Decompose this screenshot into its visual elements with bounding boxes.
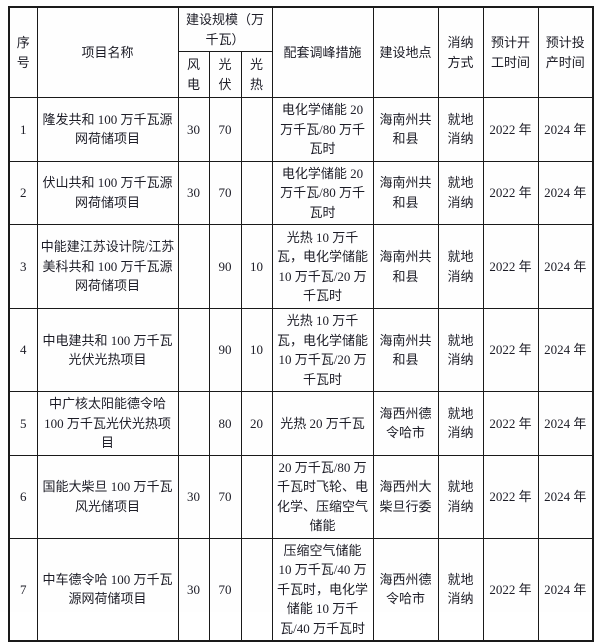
cell-pv-capacity: 80 <box>208 391 242 456</box>
col-header-consumption: 消纳方式 <box>437 6 484 98</box>
cell-index: 7 <box>8 537 38 642</box>
cell-pv-capacity: 70 <box>208 160 242 225</box>
cell-pv-capacity: 70 <box>208 537 242 642</box>
header-row-top: 序号 项目名称 建设规模（万千瓦） 配套调峰措施 建设地点 消纳方式 预计开工时… <box>8 6 594 98</box>
cell-csp-capacity <box>240 97 273 162</box>
cell-project-name: 中能建江苏设计院/江苏美科共和 100 万千瓦源网荷储项目 <box>36 224 179 309</box>
cell-measures: 20 万千瓦/80 万千瓦时飞轮、电化学、压缩空气储能 <box>271 454 374 539</box>
cell-project-name: 伏山共和 100 万千瓦源网荷储项目 <box>36 160 179 225</box>
cell-index: 4 <box>8 308 38 392</box>
cell-location: 海南州共和县 <box>372 308 439 392</box>
cell-pv-capacity: 70 <box>208 454 242 539</box>
table-row: 1 隆发共和 100 万千瓦源网荷储项目 30 70 电化学储能 20 万千瓦/… <box>8 97 594 162</box>
cell-measures: 光热 10 万千瓦，电化学储能 10 万千瓦/20 万千瓦时 <box>271 224 374 309</box>
cell-start-time: 2022 年 <box>482 308 539 392</box>
cell-csp-capacity: 20 <box>240 391 273 456</box>
cell-production-time: 2024 年 <box>537 97 594 162</box>
cell-measures: 光热 20 万千瓦 <box>271 391 374 456</box>
cell-measures: 压缩空气储能 10 万千瓦/40 万千瓦时，电化学储能 10 万千瓦/40 万千… <box>271 537 374 642</box>
table-row: 3 中能建江苏设计院/江苏美科共和 100 万千瓦源网荷储项目 90 10 光热… <box>8 224 594 309</box>
col-header-wind: 风电 <box>177 51 210 98</box>
col-header-pv: 光伏 <box>208 51 242 98</box>
cell-wind-capacity: 30 <box>177 97 210 162</box>
cell-wind-capacity: 30 <box>177 454 210 539</box>
cell-start-time: 2022 年 <box>482 454 539 539</box>
cell-index: 2 <box>8 160 38 225</box>
cell-pv-capacity: 90 <box>208 224 242 309</box>
table-row: 5 中广核太阳能德令哈 100 万千瓦光伏光热项目 80 20 光热 20 万千… <box>8 391 594 456</box>
cell-production-time: 2024 年 <box>537 454 594 539</box>
cell-start-time: 2022 年 <box>482 391 539 456</box>
cell-production-time: 2024 年 <box>537 308 594 392</box>
cell-csp-capacity <box>240 454 273 539</box>
projects-table: 序号 项目名称 建设规模（万千瓦） 配套调峰措施 建设地点 消纳方式 预计开工时… <box>8 6 595 642</box>
cell-csp-capacity: 10 <box>240 308 273 392</box>
cell-wind-capacity <box>177 224 210 309</box>
cell-csp-capacity: 10 <box>240 224 273 309</box>
cell-wind-capacity: 30 <box>177 160 210 225</box>
col-header-location: 建设地点 <box>372 6 439 98</box>
col-header-csp: 光热 <box>240 51 273 98</box>
cell-location: 海西州德令哈市 <box>372 537 439 642</box>
cell-index: 5 <box>8 391 38 456</box>
cell-index: 1 <box>8 97 38 162</box>
cell-consumption: 就地消纳 <box>437 391 484 456</box>
cell-production-time: 2024 年 <box>537 537 594 642</box>
table-row: 7 中车德令哈 100 万千瓦源网荷储项目 30 70 压缩空气储能 10 万千… <box>8 537 594 642</box>
cell-pv-capacity: 70 <box>208 97 242 162</box>
col-header-project-name: 项目名称 <box>36 6 179 98</box>
cell-production-time: 2024 年 <box>537 391 594 456</box>
cell-pv-capacity: 90 <box>208 308 242 392</box>
cell-csp-capacity <box>240 537 273 642</box>
cell-project-name: 中电建共和 100 万千瓦光伏光热项目 <box>36 308 179 392</box>
cell-wind-capacity: 30 <box>177 537 210 642</box>
cell-start-time: 2022 年 <box>482 537 539 642</box>
cell-location: 海南州共和县 <box>372 97 439 162</box>
col-header-index: 序号 <box>8 6 38 98</box>
cell-consumption: 就地消纳 <box>437 160 484 225</box>
cell-production-time: 2024 年 <box>537 224 594 309</box>
cell-consumption: 就地消纳 <box>437 308 484 392</box>
cell-csp-capacity <box>240 160 273 225</box>
cell-production-time: 2024 年 <box>537 160 594 225</box>
cell-project-name: 中车德令哈 100 万千瓦源网荷储项目 <box>36 537 179 642</box>
cell-measures: 光热 10 万千瓦，电化学储能 10 万千瓦/20 万千瓦时 <box>271 308 374 392</box>
header-row-sub: 风电 光伏 光热 <box>9 51 593 98</box>
cell-consumption: 就地消纳 <box>437 454 484 539</box>
cell-location: 海南州共和县 <box>372 160 439 225</box>
col-header-production-time: 预计投产时间 <box>537 6 594 98</box>
cell-location: 海西州大柴旦行委 <box>372 454 439 539</box>
cell-index: 3 <box>8 224 38 309</box>
cell-start-time: 2022 年 <box>482 97 539 162</box>
cell-wind-capacity <box>177 391 210 456</box>
cell-measures: 电化学储能 20 万千瓦/80 万千瓦时 <box>271 160 374 225</box>
cell-measures: 电化学储能 20 万千瓦/80 万千瓦时 <box>271 97 374 162</box>
cell-consumption: 就地消纳 <box>437 224 484 309</box>
cell-start-time: 2022 年 <box>482 224 539 309</box>
table-row: 2 伏山共和 100 万千瓦源网荷储项目 30 70 电化学储能 20 万千瓦/… <box>8 160 594 225</box>
cell-start-time: 2022 年 <box>482 160 539 225</box>
cell-project-name: 中广核太阳能德令哈 100 万千瓦光伏光热项目 <box>36 391 179 456</box>
document-page: 序号 项目名称 建设规模（万千瓦） 配套调峰措施 建设地点 消纳方式 预计开工时… <box>8 6 595 642</box>
table-row: 6 国能大柴旦 100 万千瓦风光储项目 30 70 20 万千瓦/80 万千瓦… <box>8 454 594 539</box>
cell-consumption: 就地消纳 <box>437 97 484 162</box>
col-header-scale-group: 建设规模（万千瓦） <box>177 6 273 52</box>
col-header-measures: 配套调峰措施 <box>271 6 374 98</box>
cell-location: 海西州德令哈市 <box>372 391 439 456</box>
cell-consumption: 就地消纳 <box>437 537 484 642</box>
col-header-start-time: 预计开工时间 <box>482 6 539 98</box>
cell-index: 6 <box>8 454 38 539</box>
cell-project-name: 隆发共和 100 万千瓦源网荷储项目 <box>36 97 179 162</box>
cell-location: 海南州共和县 <box>372 224 439 309</box>
table-row: 4 中电建共和 100 万千瓦光伏光热项目 90 10 光热 10 万千瓦，电化… <box>8 308 594 392</box>
cell-wind-capacity <box>177 308 210 392</box>
cell-project-name: 国能大柴旦 100 万千瓦风光储项目 <box>36 454 179 539</box>
